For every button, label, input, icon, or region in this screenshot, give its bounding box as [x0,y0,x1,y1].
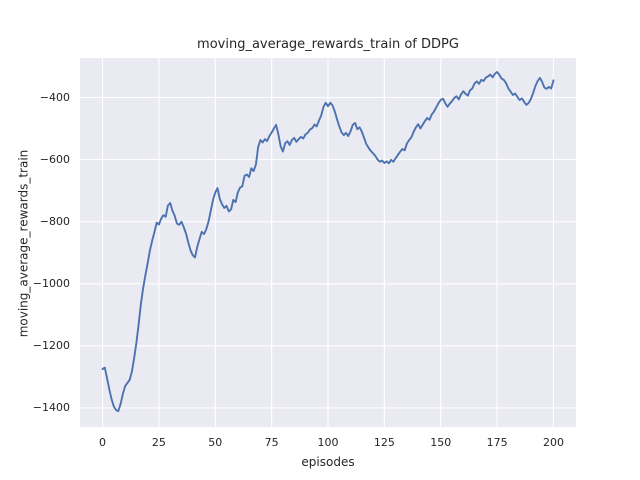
x-tick-label-25: 25 [151,436,166,449]
x-tick-label-0: 0 [99,436,107,449]
x-tick-label-75: 75 [264,436,279,449]
y-tick-label--400: −400 [39,90,70,104]
x-tick-label-150: 150 [430,436,452,449]
chart-title: moving_average_rewards_train of DDPG [197,37,459,52]
y-tick-label--1000: −1000 [32,277,70,291]
x-tick-label-200: 200 [542,436,564,449]
x-axis-label: episodes [301,455,355,469]
x-tick-label-50: 50 [208,436,223,449]
x-tick-label-125: 125 [373,436,395,449]
data-line-moving_average_rewards_train [101,71,555,413]
y-tick-label--1400: −1400 [32,401,70,415]
x-tick-label-175: 175 [486,436,508,449]
y-tick-label--1200: −1200 [32,339,70,353]
y-tick-label--800: −800 [39,215,70,229]
x-tick-label-100: 100 [317,436,339,449]
y-tick-label--600: −600 [39,153,70,167]
